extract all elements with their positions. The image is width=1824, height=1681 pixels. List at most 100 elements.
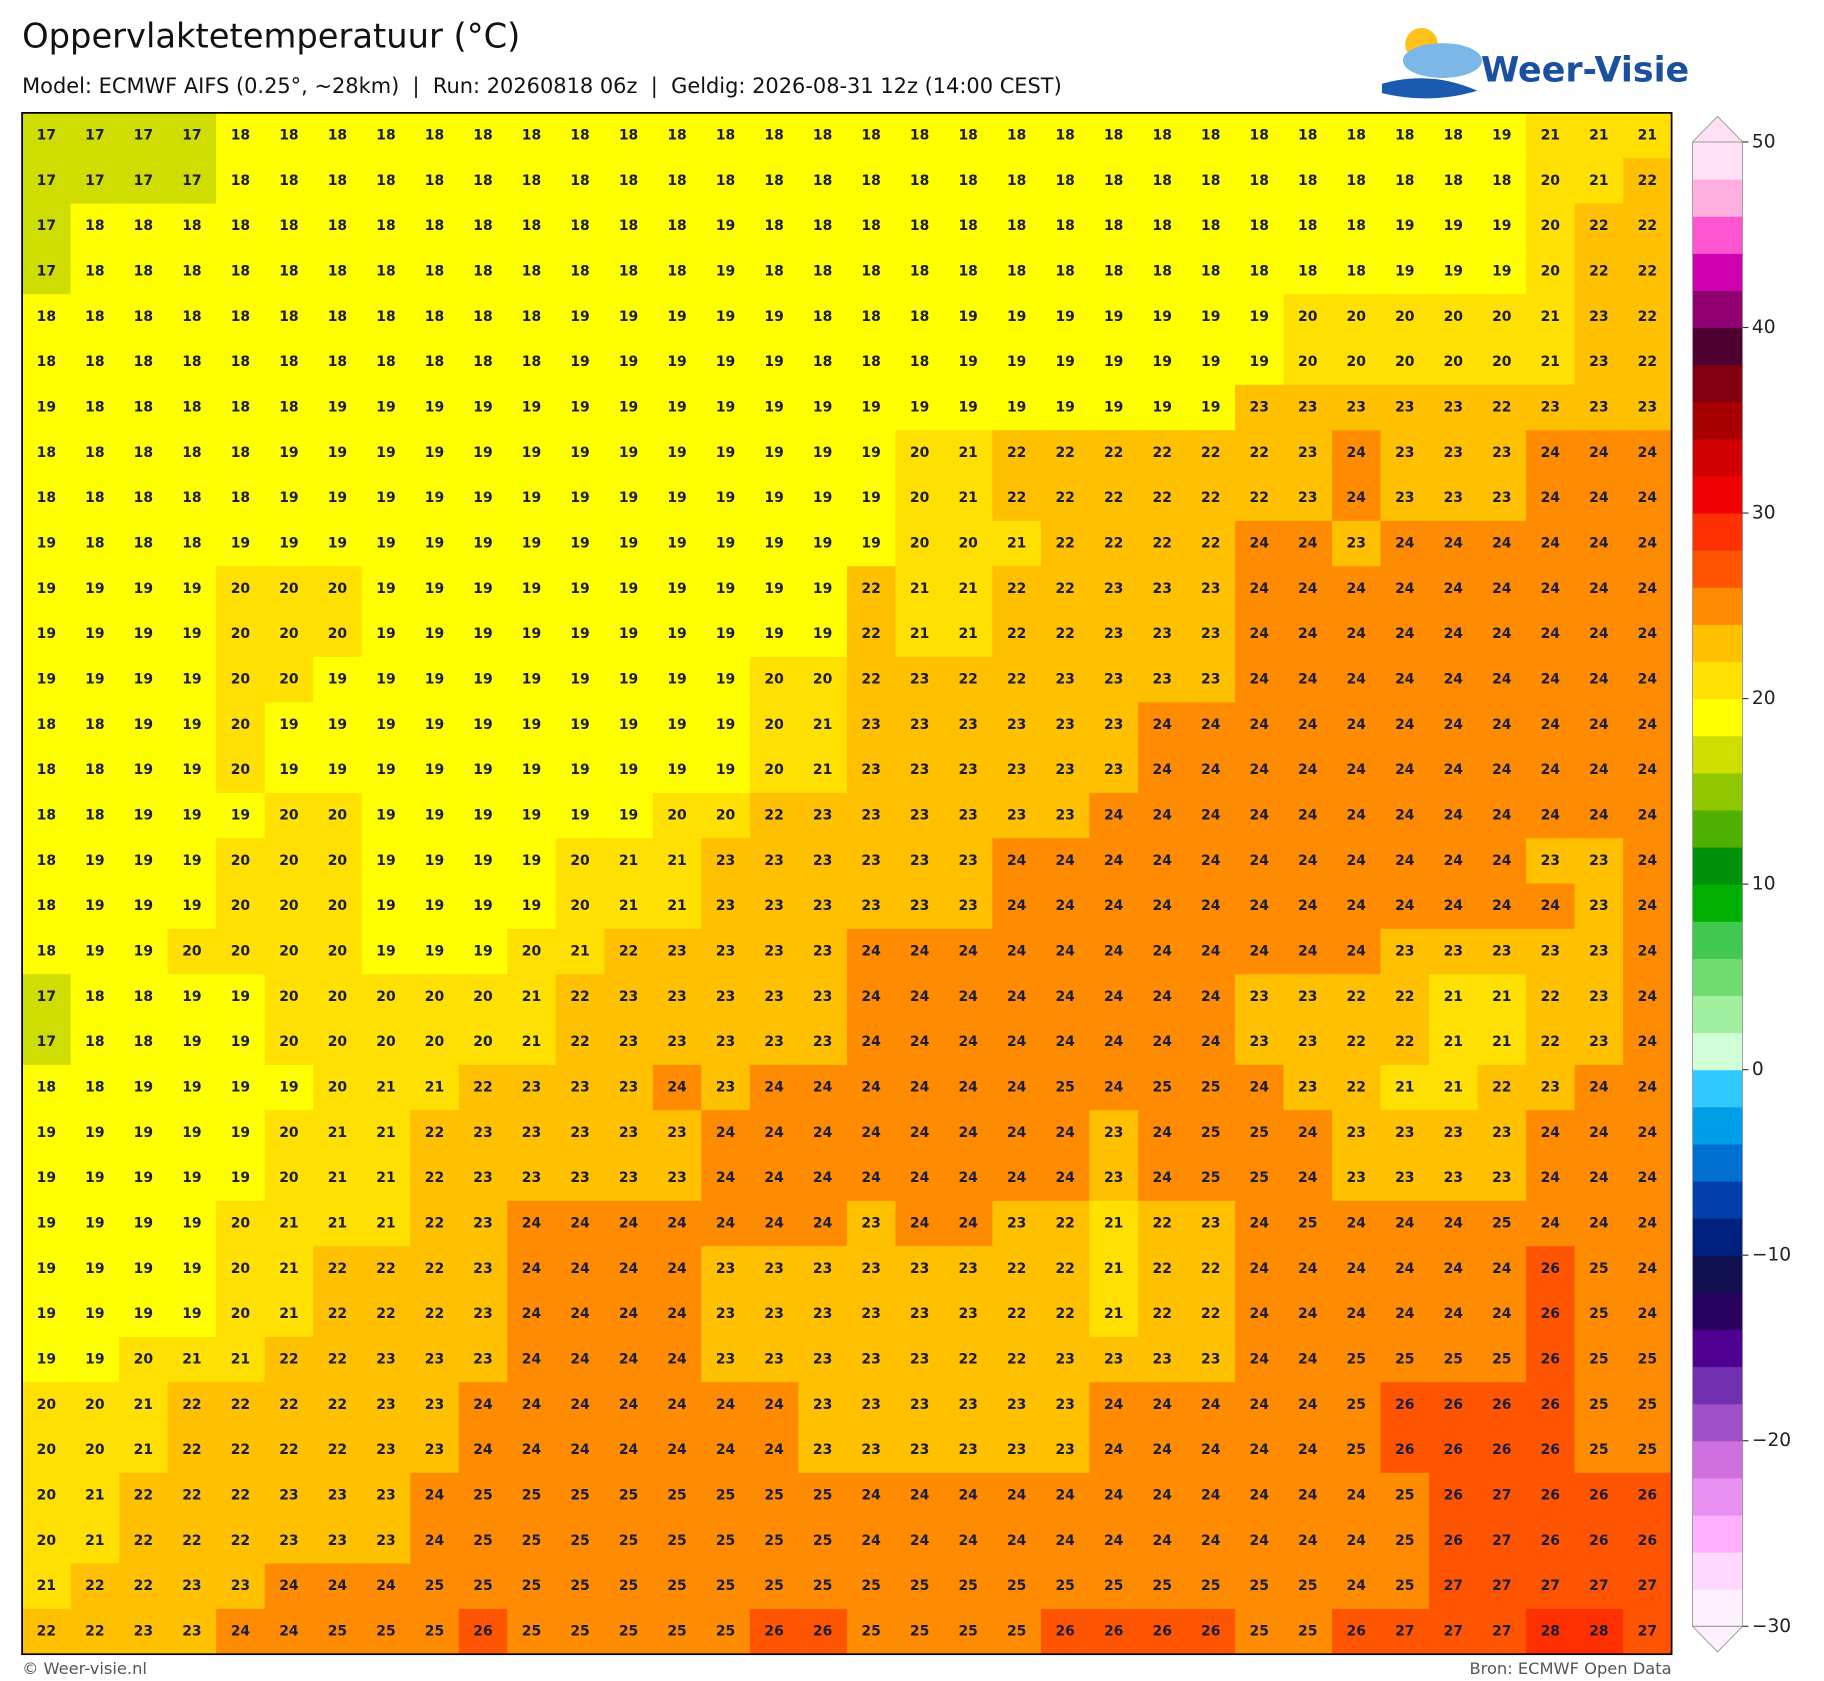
temperature-cell xyxy=(652,883,703,930)
temperature-label: 19 xyxy=(522,717,541,733)
temperature-label: 18 xyxy=(667,173,686,189)
temperature-cell xyxy=(1574,883,1624,930)
temperature-cell xyxy=(992,974,1042,1021)
temperature-label: 18 xyxy=(1007,173,1026,189)
temperature-cell xyxy=(992,384,1042,431)
temperature-label: 24 xyxy=(1492,762,1512,778)
temperature-cell xyxy=(604,248,654,295)
temperature-label: 19 xyxy=(231,1034,250,1050)
temperature-cell xyxy=(1283,792,1333,839)
temperature-label: 24 xyxy=(1395,1306,1415,1322)
temperature-label: 24 xyxy=(1104,944,1124,960)
temperature-cell xyxy=(361,1291,411,1338)
temperature-cell xyxy=(1283,1246,1333,1293)
temperature-cell xyxy=(507,611,557,658)
color-band xyxy=(1692,698,1743,737)
temperature-cell xyxy=(1040,112,1091,159)
temperature-cell xyxy=(216,1064,266,1111)
temperature-label: 21 xyxy=(813,717,832,733)
temperature-label: 18 xyxy=(425,309,444,325)
temperature-label: 18 xyxy=(85,264,104,280)
temperature-label: 23 xyxy=(473,1306,492,1322)
temperature-cell xyxy=(1089,1382,1139,1429)
temperature-label: 25 xyxy=(522,1578,541,1594)
temperature-cell xyxy=(507,1608,557,1655)
temperature-label: 22 xyxy=(425,1125,444,1141)
temperature-cell xyxy=(992,475,1042,522)
temperature-cell xyxy=(1040,294,1091,341)
temperature-label: 24 xyxy=(1007,989,1027,1005)
temperature-cell xyxy=(1526,747,1576,794)
temperature-label: 23 xyxy=(1589,309,1608,325)
temperature-cell xyxy=(1186,248,1236,295)
temperature-cell xyxy=(507,384,557,431)
temperature-cell xyxy=(507,1472,557,1519)
temperature-cell xyxy=(1186,1155,1236,1202)
temperature-label: 20 xyxy=(570,853,590,869)
temperature-label: 18 xyxy=(279,400,298,416)
temperature-label: 19 xyxy=(328,536,347,552)
temperature-label: 22 xyxy=(1347,1080,1366,1096)
temperature-cell xyxy=(604,1608,654,1655)
temperature-label: 25 xyxy=(425,1624,444,1640)
temperature-label: 20 xyxy=(1541,264,1561,280)
temperature-label: 23 xyxy=(1589,1034,1608,1050)
temperature-cell xyxy=(167,339,217,386)
temperature-label: 23 xyxy=(570,1080,589,1096)
temperature-cell xyxy=(313,838,363,885)
temperature-cell xyxy=(749,656,800,703)
temperature-cell xyxy=(1089,1110,1139,1157)
temperature-label: 23 xyxy=(1298,445,1317,461)
temperature-label: 18 xyxy=(716,173,735,189)
temperature-label: 23 xyxy=(1541,1080,1560,1096)
temperature-label: 25 xyxy=(667,1533,686,1549)
temperature-cell xyxy=(701,1246,751,1293)
temperature-cell xyxy=(264,1336,314,1383)
temperature-label: 24 xyxy=(1007,1170,1027,1186)
temperature-label: 19 xyxy=(1055,400,1074,416)
temperature-label: 19 xyxy=(182,1125,201,1141)
color-band xyxy=(1692,1514,1743,1553)
temperature-label: 23 xyxy=(667,1170,686,1186)
temperature-label: 19 xyxy=(813,536,832,552)
temperature-cell xyxy=(1332,1382,1382,1429)
temperature-cell xyxy=(1623,1110,1673,1157)
temperature-cell xyxy=(458,203,508,250)
temperature-cell xyxy=(216,203,266,250)
temperature-label: 18 xyxy=(667,218,686,234)
temperature-cell xyxy=(895,203,945,250)
temperature-cell xyxy=(1332,1019,1382,1066)
temperature-label: 20 xyxy=(813,672,833,688)
temperature-cell xyxy=(846,520,897,567)
temperature-cell xyxy=(701,1518,751,1565)
temperature-label: 23 xyxy=(522,1125,541,1141)
temperature-label: 23 xyxy=(958,1261,977,1277)
temperature-label: 20 xyxy=(1347,354,1367,370)
temperature-cell xyxy=(313,248,363,295)
temperature-cell xyxy=(943,566,994,613)
temperature-cell xyxy=(1137,203,1188,250)
temperature-cell xyxy=(798,792,848,839)
temperature-cell xyxy=(1283,611,1333,658)
temperature-label: 23 xyxy=(813,1261,832,1277)
temperature-cell xyxy=(798,1427,848,1474)
temperature-cell xyxy=(798,566,848,613)
temperature-cell xyxy=(167,1518,217,1565)
temperature-label: 21 xyxy=(134,1442,153,1458)
temperature-cell xyxy=(458,883,508,930)
temperature-cell xyxy=(604,611,654,658)
temperature-cell xyxy=(70,294,120,341)
temperature-label: 20 xyxy=(279,581,299,597)
temperature-label: 24 xyxy=(1250,944,1270,960)
temperature-label: 18 xyxy=(134,218,153,234)
temperature-cell xyxy=(749,1246,800,1293)
temperature-cell xyxy=(846,430,897,477)
temperature-cell xyxy=(895,1155,945,1202)
temperature-cell xyxy=(943,520,994,567)
temperature-cell xyxy=(264,1563,314,1610)
temperature-label: 24 xyxy=(1492,1306,1512,1322)
temperature-label: 22 xyxy=(328,1442,347,1458)
temperature-cell xyxy=(1574,203,1624,250)
temperature-label: 21 xyxy=(958,581,977,597)
temperature-label: 18 xyxy=(279,309,298,325)
